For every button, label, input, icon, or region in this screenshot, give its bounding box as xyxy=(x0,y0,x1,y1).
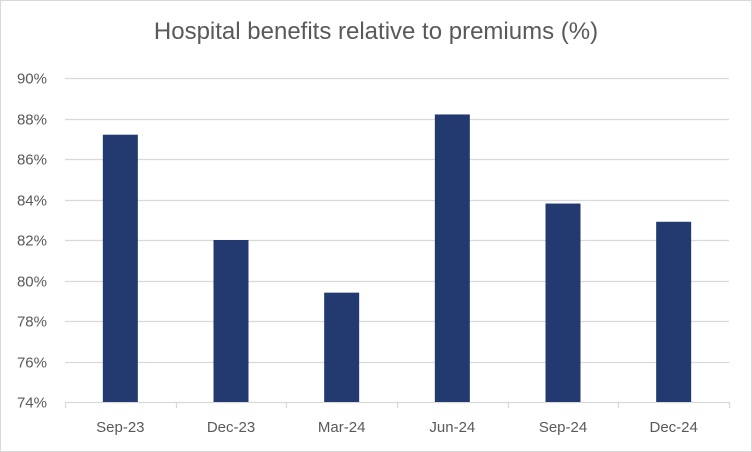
y-tick-label: 82% xyxy=(17,233,47,250)
bar xyxy=(324,292,360,402)
bar xyxy=(434,114,470,402)
y-tick-label: 88% xyxy=(17,112,47,129)
bar xyxy=(545,203,581,402)
y-tick-label: 76% xyxy=(17,355,47,372)
x-tick-label: Dec-23 xyxy=(207,419,255,436)
y-tick-label: 80% xyxy=(17,274,47,291)
y-tick-label: 84% xyxy=(17,193,47,210)
y-tick-label: 86% xyxy=(17,152,47,169)
x-tick-label: Sep-23 xyxy=(96,419,144,436)
x-tick-label: Dec-24 xyxy=(649,419,697,436)
bar xyxy=(102,134,138,402)
bar xyxy=(213,240,249,402)
x-tick-label: Jun-24 xyxy=(429,419,475,436)
y-tick-label: 74% xyxy=(17,395,47,412)
chart-title: Hospital benefits relative to premiums (… xyxy=(153,18,599,45)
y-tick-label: 90% xyxy=(17,71,47,88)
x-tick-label: Sep-24 xyxy=(539,419,587,436)
y-tick-label: 78% xyxy=(17,314,47,331)
x-tick-label: Mar-24 xyxy=(318,419,366,436)
bar xyxy=(656,221,692,402)
